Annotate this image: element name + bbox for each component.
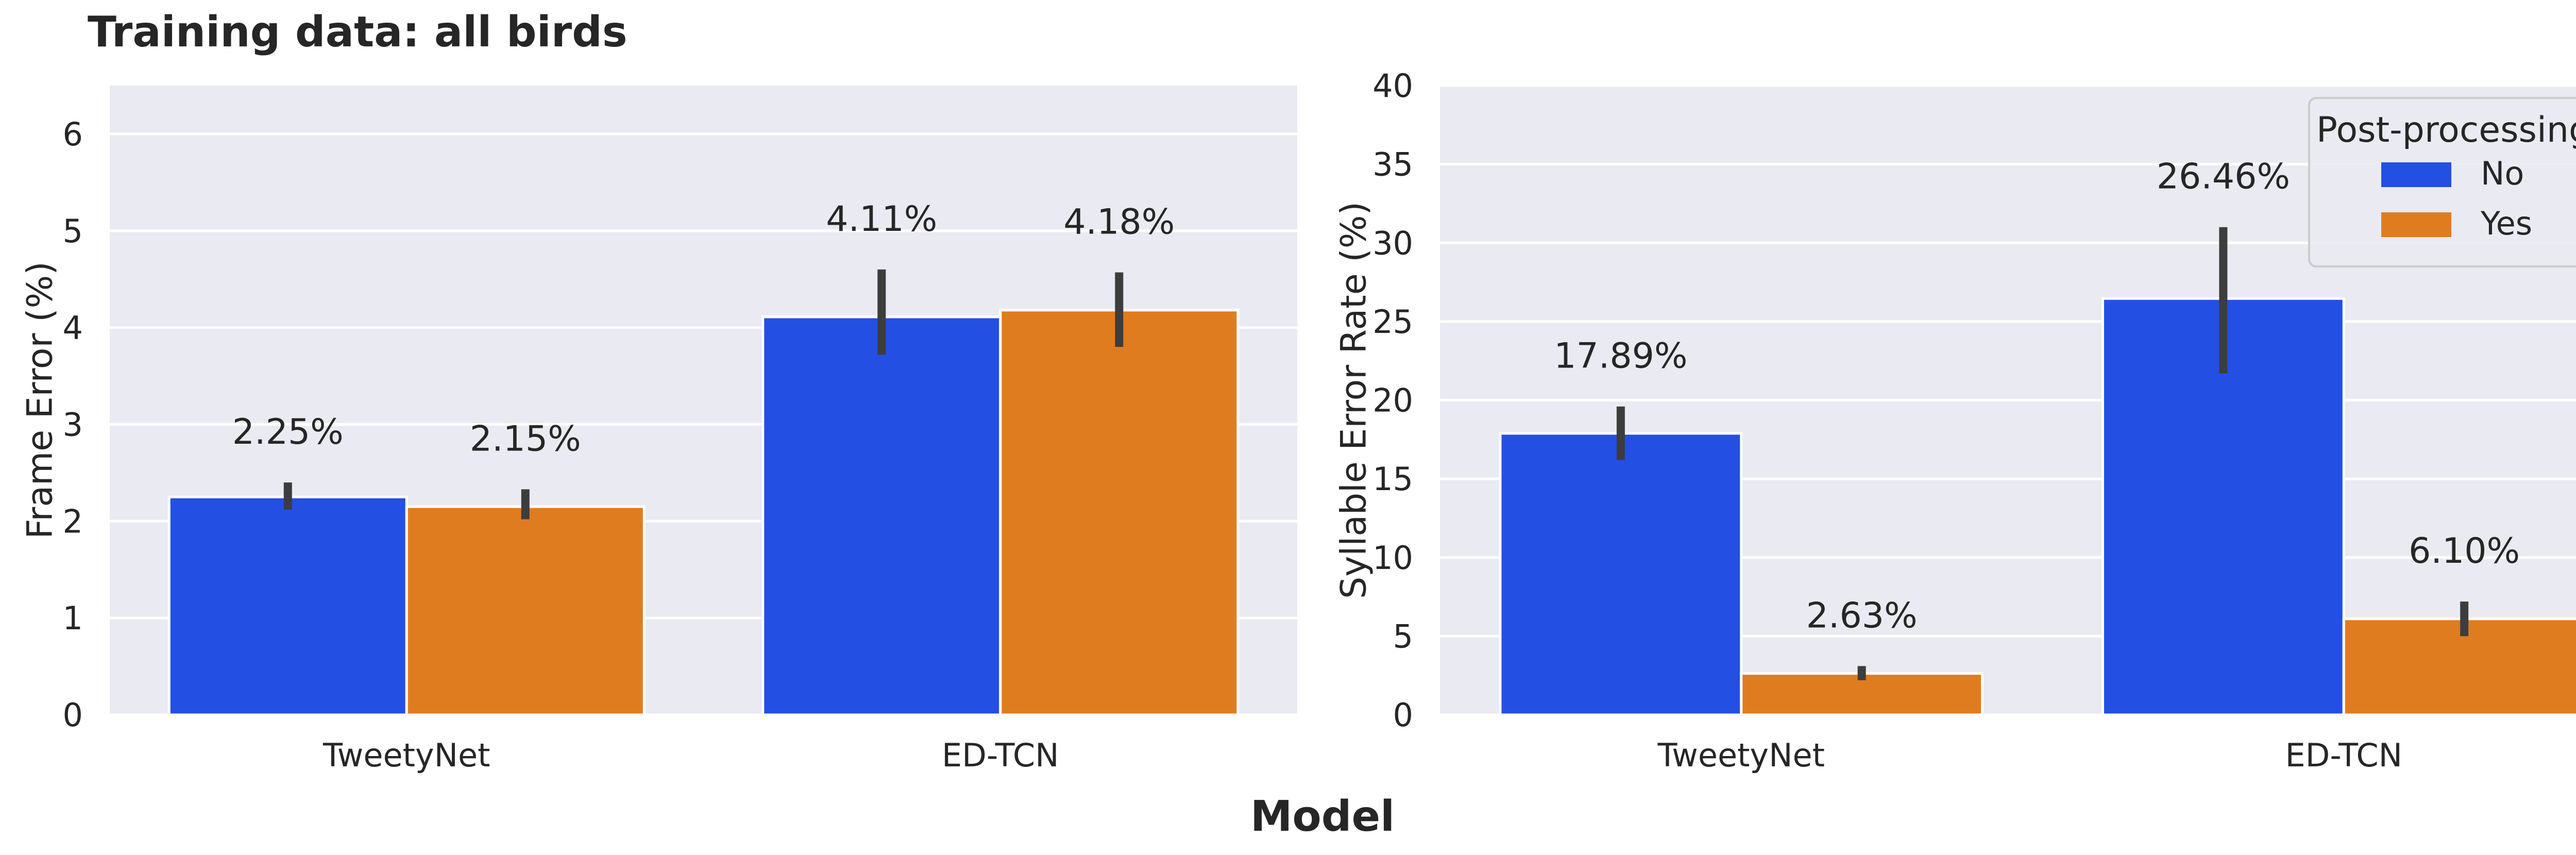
legend-label: No <box>2481 155 2524 192</box>
y-tick-label: 6 <box>63 115 83 153</box>
data-label: 2.15% <box>470 418 581 459</box>
bar <box>167 495 408 716</box>
data-label: 4.11% <box>826 199 937 240</box>
x-tick-label: ED-TCN <box>942 736 1059 774</box>
legend-swatch <box>2381 212 2451 237</box>
y-tick-label: 30 <box>1372 224 1413 262</box>
bar <box>999 309 1240 716</box>
x-tick-label: TweetyNet <box>323 736 490 774</box>
x-tick-label: ED-TCN <box>2285 736 2402 774</box>
figure-title: Training data: all birds <box>88 8 628 57</box>
y-axis-label: Frame Error (%) <box>20 261 61 539</box>
x-tick-label: TweetyNet <box>1657 736 1825 774</box>
y-tick-label: 40 <box>1372 67 1413 105</box>
legend-label: Yes <box>2480 205 2532 242</box>
bar <box>2342 617 2576 716</box>
y-tick-label: 0 <box>1393 696 1413 734</box>
bar <box>1499 432 1743 716</box>
y-tick-label: 5 <box>63 212 83 250</box>
figure-xlabel: Model <box>1250 792 1395 841</box>
y-tick-label: 25 <box>1372 303 1413 341</box>
y-tick-label: 5 <box>1393 617 1413 655</box>
y-tick-label: 3 <box>63 406 83 443</box>
y-tick-label: 15 <box>1372 460 1413 498</box>
legend-swatch <box>2381 162 2451 187</box>
y-tick-label: 4 <box>63 309 83 347</box>
data-label: 2.25% <box>232 412 344 452</box>
frame-error-panel: 0 1 2 3 4 5 6 Frame Error (%) TweetyNet 2.25% 2.15… <box>20 86 1297 774</box>
y-tick-label: 20 <box>1372 382 1413 420</box>
y-tick-label: 2 <box>63 502 83 540</box>
bar <box>405 505 646 716</box>
legend-title: Post-processing <box>2316 110 2576 150</box>
data-label: 17.89% <box>1554 336 1687 377</box>
bar <box>761 315 1002 716</box>
y-tick-label: 0 <box>63 696 83 734</box>
y-tick-label: 35 <box>1372 146 1413 183</box>
y-tick-label: 1 <box>63 599 83 637</box>
legend: Post-processing No Yes <box>2308 97 2576 267</box>
y-axis-label: Syllable Error Rate (%) <box>1334 202 1375 599</box>
data-label: 4.18% <box>1063 202 1175 243</box>
data-label: 26.46% <box>2157 157 2290 197</box>
data-label: 2.63% <box>1806 595 1918 636</box>
data-label: 6.10% <box>2409 531 2520 572</box>
y-tick-label: 10 <box>1372 539 1413 577</box>
